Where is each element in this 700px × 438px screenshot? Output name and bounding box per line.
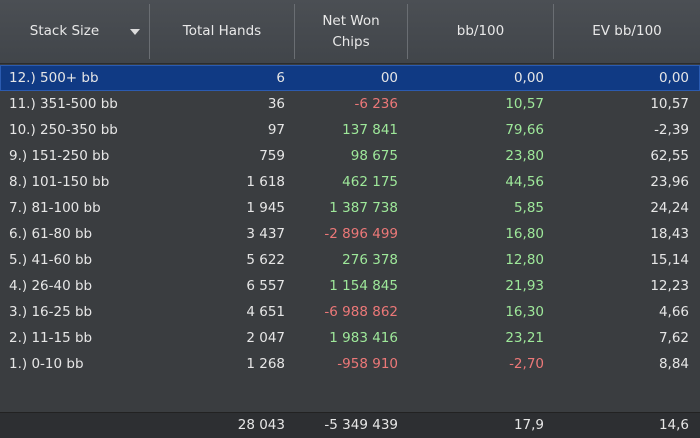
bb100-cell: 5,85 [513,200,544,216]
net-won-cell: -958 910 [337,356,398,372]
net-won-cell: 137 841 [342,122,398,138]
total-hands-cell: 1 618 [246,174,285,190]
net-won-cell: 1 983 416 [329,330,398,346]
ev-bb100-cell: -2,39 [654,122,689,138]
column-divider[interactable] [553,4,554,59]
bb100-cell: -2,70 [509,356,544,372]
stack-size-cell: 12.) 500+ bb [9,70,99,86]
table-row[interactable]: 6.) 61-80 bb 3 437 -2 896 499 16,80 18,43 [0,221,700,247]
bb100-cell: 10,57 [505,96,544,112]
stack-size-cell: 8.) 101-150 bb [9,174,110,190]
total-hands-cell: 759 [259,148,285,164]
total-hands: 28 043 [237,417,285,433]
stack-size-cell: 4.) 26-40 bb [9,278,93,294]
ev-bb100-cell: 12,23 [650,278,689,294]
table-row[interactable]: 4.) 26-40 bb 6 557 1 154 845 21,93 12,23 [0,273,700,299]
column-header-total-hands[interactable]: Total Hands [150,0,294,63]
stack-size-cell: 11.) 351-500 bb [9,96,118,112]
ev-bb100-cell: 8,84 [658,356,689,372]
net-won-cell: 00 [380,70,398,86]
column-header-label: Total Hands [182,23,262,39]
total-hands-cell: 4 651 [246,304,285,320]
table-row[interactable]: 2.) 11-15 bb 2 047 1 983 416 23,21 7,62 [0,325,700,351]
net-won-cell: -2 896 499 [324,226,398,242]
table-row[interactable]: 8.) 101-150 bb 1 618 462 175 44,56 23,96 [0,169,700,195]
table-body: 12.) 500+ bb 6 00 0,00 0,00 11.) 351-500 bb 36… [0,65,700,377]
ev-bb100-cell: 7,62 [658,330,689,346]
column-divider[interactable] [149,4,150,59]
table-row[interactable]: 9.) 151-250 bb 759 98 675 23,80 62,55 [0,143,700,169]
table-row[interactable]: 1.) 0-10 bb 1 268 -958 910 -2,70 8,84 [0,351,700,377]
total-hands-cell: 2 047 [246,330,285,346]
stack-size-cell: 10.) 250-350 bb [9,122,118,138]
net-won-cell: -6 236 [354,96,398,112]
ev-bb100-cell: 23,96 [650,174,689,190]
column-header-ev-bb100[interactable]: EV bb/100 [554,0,700,63]
net-won-cell: 276 378 [342,252,398,268]
stack-size-cell: 3.) 16-25 bb [9,304,93,320]
totals-row: 28 043 -5 349 439 17,9 14,6 [0,412,700,438]
table-row[interactable]: 12.) 500+ bb 6 00 0,00 0,00 [0,65,700,91]
ev-bb100-cell: 0,00 [658,70,689,86]
table-row[interactable]: 10.) 250-350 bb 97 137 841 79,66 -2,39 [0,117,700,143]
table-row[interactable]: 3.) 16-25 bb 4 651 -6 988 862 16,30 4,66 [0,299,700,325]
net-won-cell: 98 675 [350,148,398,164]
table-header: Stack Size Total Hands Net Won Chips bb/… [0,0,700,64]
column-header-label: Stack Size [29,23,100,39]
stack-size-cell: 2.) 11-15 bb [9,330,93,346]
column-divider[interactable] [407,4,408,59]
total-hands-cell: 36 [267,96,285,112]
ev-bb100-cell: 18,43 [650,226,689,242]
total-bb100: 17,9 [513,417,544,433]
stack-size-cell: 9.) 151-250 bb [9,148,110,164]
table-row[interactable]: 11.) 351-500 bb 36 -6 236 10,57 10,57 [0,91,700,117]
total-hands-cell: 97 [267,122,285,138]
column-header-net-won-chips[interactable]: Net Won Chips [295,0,407,63]
net-won-cell: 1 387 738 [329,200,398,216]
ev-bb100-cell: 24,24 [650,200,689,216]
total-ev-bb100: 14,6 [658,417,689,433]
chevron-down-icon[interactable] [130,29,140,35]
column-header-label: Net Won Chips [322,12,380,50]
total-hands-cell: 6 [276,70,285,86]
stack-size-cell: 5.) 41-60 bb [9,252,93,268]
stack-size-cell: 1.) 0-10 bb [9,356,84,372]
bb100-cell: 21,93 [505,278,544,294]
column-header-stack-size[interactable]: Stack Size [0,0,149,63]
ev-bb100-cell: 4,66 [658,304,689,320]
ev-bb100-cell: 62,55 [650,148,689,164]
total-hands-cell: 1 945 [246,200,285,216]
ev-bb100-cell: 15,14 [650,252,689,268]
total-hands-cell: 1 268 [246,356,285,372]
stack-size-cell: 6.) 61-80 bb [9,226,93,242]
bb100-cell: 0,00 [513,70,544,86]
total-hands-cell: 6 557 [246,278,285,294]
bb100-cell: 12,80 [505,252,544,268]
stack-size-cell: 7.) 81-100 bb [9,200,101,216]
net-won-cell: 1 154 845 [329,278,398,294]
net-won-cell: -6 988 862 [324,304,398,320]
bb100-cell: 23,21 [505,330,544,346]
bb100-cell: 44,56 [505,174,544,190]
column-header-label: bb/100 [456,23,505,39]
bb100-cell: 23,80 [505,148,544,164]
column-header-bb100[interactable]: bb/100 [408,0,553,63]
bb100-cell: 16,30 [505,304,544,320]
column-divider[interactable] [294,4,295,59]
column-header-label: EV bb/100 [592,23,662,39]
bb100-cell: 79,66 [505,122,544,138]
table-row[interactable]: 7.) 81-100 bb 1 945 1 387 738 5,85 24,24 [0,195,700,221]
total-hands-cell: 5 622 [246,252,285,268]
net-won-cell: 462 175 [342,174,398,190]
bb100-cell: 16,80 [505,226,544,242]
ev-bb100-cell: 10,57 [650,96,689,112]
table-row[interactable]: 5.) 41-60 bb 5 622 276 378 12,80 15,14 [0,247,700,273]
total-hands-cell: 3 437 [246,226,285,242]
total-net-won: -5 349 439 [324,417,398,433]
